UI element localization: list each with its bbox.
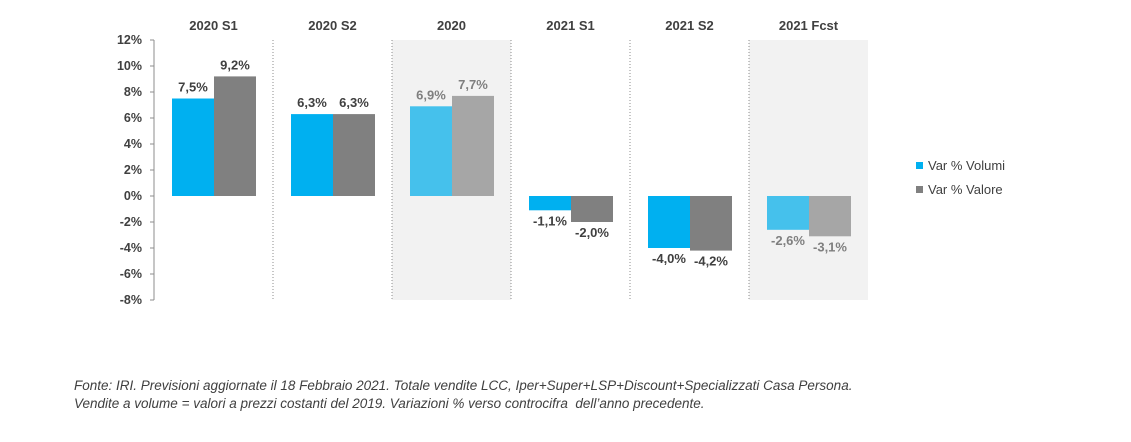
y-tick-label: 2% [124, 163, 142, 177]
data-label-volumi-1: 6,3% [297, 95, 327, 110]
bar-volumi-0 [172, 98, 214, 196]
y-tick-label: -2% [120, 215, 142, 229]
data-label-volumi-2: 6,9% [416, 87, 446, 102]
bar-chart: 12% 10% 8% 6% 4% 2% 0% -2% -4% -6% -8% 2020 S1 2020 … [117, 18, 868, 307]
data-label-valore-1: 6,3% [339, 95, 369, 110]
data-label-volumi-0: 7,5% [178, 80, 208, 95]
bar-volumi-2 [410, 106, 452, 196]
y-tick-label: -6% [120, 267, 142, 281]
bar-valore-4 [690, 196, 732, 251]
bar-valore-3 [571, 196, 613, 222]
category-label: 2021 S1 [546, 18, 594, 33]
y-tick-label: 8% [124, 85, 142, 99]
legend-item-valore: Var % Valore [916, 177, 1005, 201]
y-tick-label: 6% [124, 111, 142, 125]
data-label-valore-2: 7,7% [458, 77, 488, 92]
bar-valore-0 [214, 76, 256, 196]
bar-valore-1 [333, 114, 375, 196]
y-tick-label: -4% [120, 241, 142, 255]
source-line-2: Vendite a volume = valori a prezzi costa… [74, 396, 705, 411]
y-tick-label: 12% [117, 33, 142, 47]
category-label: 2021 S2 [665, 18, 713, 33]
legend-swatch-valore [916, 185, 923, 193]
data-label-valore-3: -2,0% [575, 225, 609, 240]
y-tick-label: 0% [124, 189, 142, 203]
legend-label-volumi: Var % Volumi [928, 157, 1006, 173]
category-label: 2021 Fcst [779, 18, 839, 33]
data-label-valore-4: -4,2% [694, 254, 728, 269]
bar-volumi-1 [291, 114, 333, 196]
data-label-volumi-3: -1,1% [533, 213, 567, 228]
source-note: Fonte: IRI. Previsioni aggiornate il 18 … [74, 377, 852, 413]
y-tick-label: 4% [124, 137, 142, 151]
bar-volumi-5 [767, 196, 809, 230]
data-label-volumi-5: -2,6% [771, 233, 805, 248]
legend-item-volumi: Var % Volumi [916, 153, 1005, 177]
category-label: 2020 [437, 18, 466, 33]
bar-volumi-4 [648, 196, 690, 248]
legend-label-valore: Var % Valore [928, 181, 1003, 197]
y-tick-label: 10% [117, 59, 142, 73]
category-label: 2020 S2 [308, 18, 356, 33]
shaded-panel-2021-fcst [749, 40, 868, 300]
category-label: 2020 S1 [189, 18, 237, 33]
legend-swatch-volumi [916, 161, 923, 169]
bar-volumi-3 [529, 196, 571, 211]
data-label-volumi-4: -4,0% [652, 251, 686, 266]
bar-valore-5 [809, 196, 851, 237]
data-label-valore-5: -3,1% [813, 239, 847, 254]
source-line-1: Fonte: IRI. Previsioni aggiornate il 18 … [74, 378, 853, 393]
bar-valore-2 [452, 95, 494, 196]
legend: Var % Volumi Var % Valore [916, 153, 1005, 201]
y-tick-label: -8% [120, 293, 142, 307]
data-label-valore-0: 9,2% [220, 57, 250, 72]
